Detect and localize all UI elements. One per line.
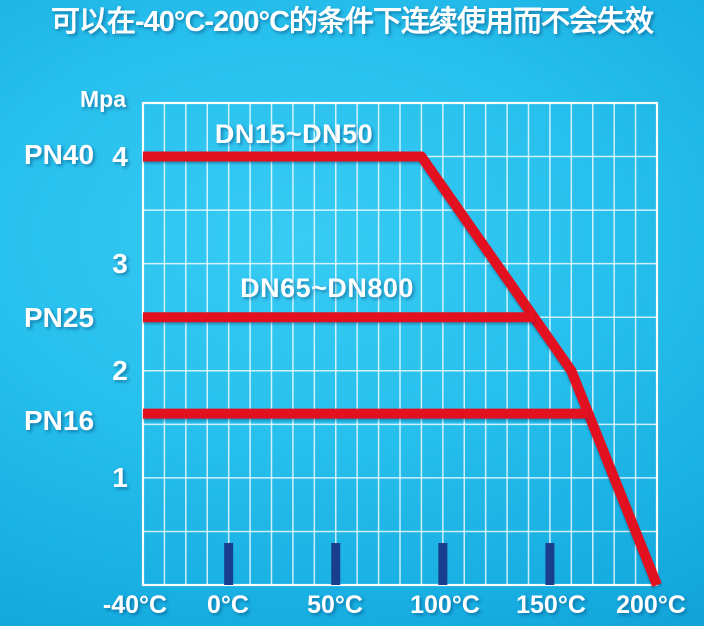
y-tick-label-2: 2	[112, 355, 128, 386]
x-tick-label-100c: 100°C	[410, 591, 480, 619]
pressure-class-label-pn16: PN16	[24, 405, 95, 436]
x-axis-tick-bar	[331, 543, 341, 585]
x-tick-label-50c: 50°C	[307, 591, 363, 619]
pressure-class-label-pn40: PN40	[24, 139, 95, 170]
y-tick-label-4: 4	[112, 141, 128, 172]
plot-border	[141, 101, 659, 587]
series-label-dn65-dn800: DN65~DN800	[240, 273, 414, 303]
series-label-dn15-dn50: DN15~DN50	[214, 119, 374, 149]
x-axis-tick-bar	[224, 543, 234, 585]
y-axis-unit-label: Mpa	[80, 86, 126, 112]
page-title: 可以在-40°C-200°C的条件下连续使用而不会失效	[50, 6, 654, 38]
y-tick-label-1: 1	[112, 462, 128, 493]
pressure-class-label-pn25: PN25	[24, 302, 95, 333]
x-axis-tick-bar	[438, 543, 448, 585]
x-tick-label-0c: 0°C	[207, 591, 249, 619]
x-tick-label-200c: 200°C	[616, 591, 686, 619]
y-tick-label-3: 3	[112, 248, 128, 279]
x-tick-label-minus40c: -40°C	[102, 591, 168, 619]
x-tick-label-150c: 150°C	[516, 591, 586, 619]
series-line-0	[143, 151, 662, 587]
x-axis-tick-bar	[545, 543, 555, 585]
